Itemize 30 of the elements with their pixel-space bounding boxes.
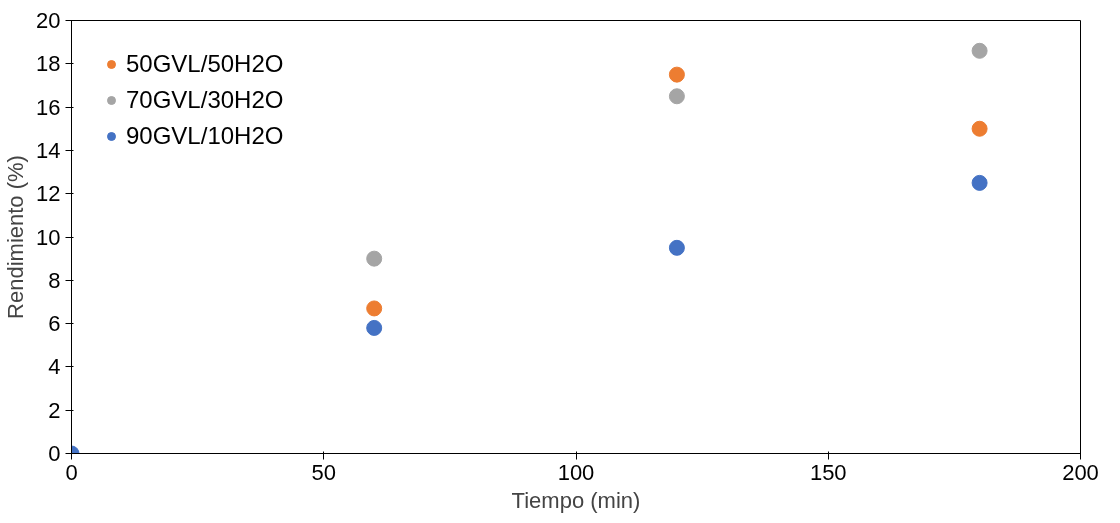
- point: [971, 120, 988, 137]
- point: [971, 42, 988, 59]
- x-axis-title: Tiempo (min): [511, 487, 641, 513]
- point: [971, 174, 988, 191]
- y-tick-label: 0: [48, 441, 61, 466]
- y-tick-label: 12: [36, 181, 61, 207]
- y-tick-label: 18: [36, 51, 61, 77]
- x-tick-label: 50: [311, 459, 336, 485]
- legend-label: 70GVL/30H2O: [126, 86, 284, 114]
- legend-label: 90GVL/10H2O: [126, 122, 284, 150]
- x-tick-label: 0: [65, 459, 78, 485]
- y-tick-label: 6: [48, 311, 61, 337]
- y-tick-label: 10: [36, 224, 61, 250]
- point: [366, 319, 383, 336]
- point: [366, 250, 383, 267]
- point: [668, 239, 685, 256]
- x-tick-label: 100: [557, 459, 595, 485]
- y-tick-label: 20: [36, 8, 61, 33]
- point: [668, 88, 685, 105]
- x-tick-label: 200: [1062, 459, 1099, 485]
- legend-label: 50GVL/50H2O: [126, 50, 284, 78]
- y-axis-title: Rendimiento (%): [3, 155, 29, 319]
- y-tick-label: 16: [36, 94, 61, 120]
- y-tick-label: 2: [48, 397, 61, 423]
- point: [366, 300, 383, 317]
- y-tick-label: 4: [48, 354, 61, 380]
- point: [668, 66, 685, 83]
- y-tick-label: 8: [48, 267, 61, 293]
- y-tick-label: 14: [36, 137, 61, 163]
- x-tick-label: 150: [809, 459, 847, 485]
